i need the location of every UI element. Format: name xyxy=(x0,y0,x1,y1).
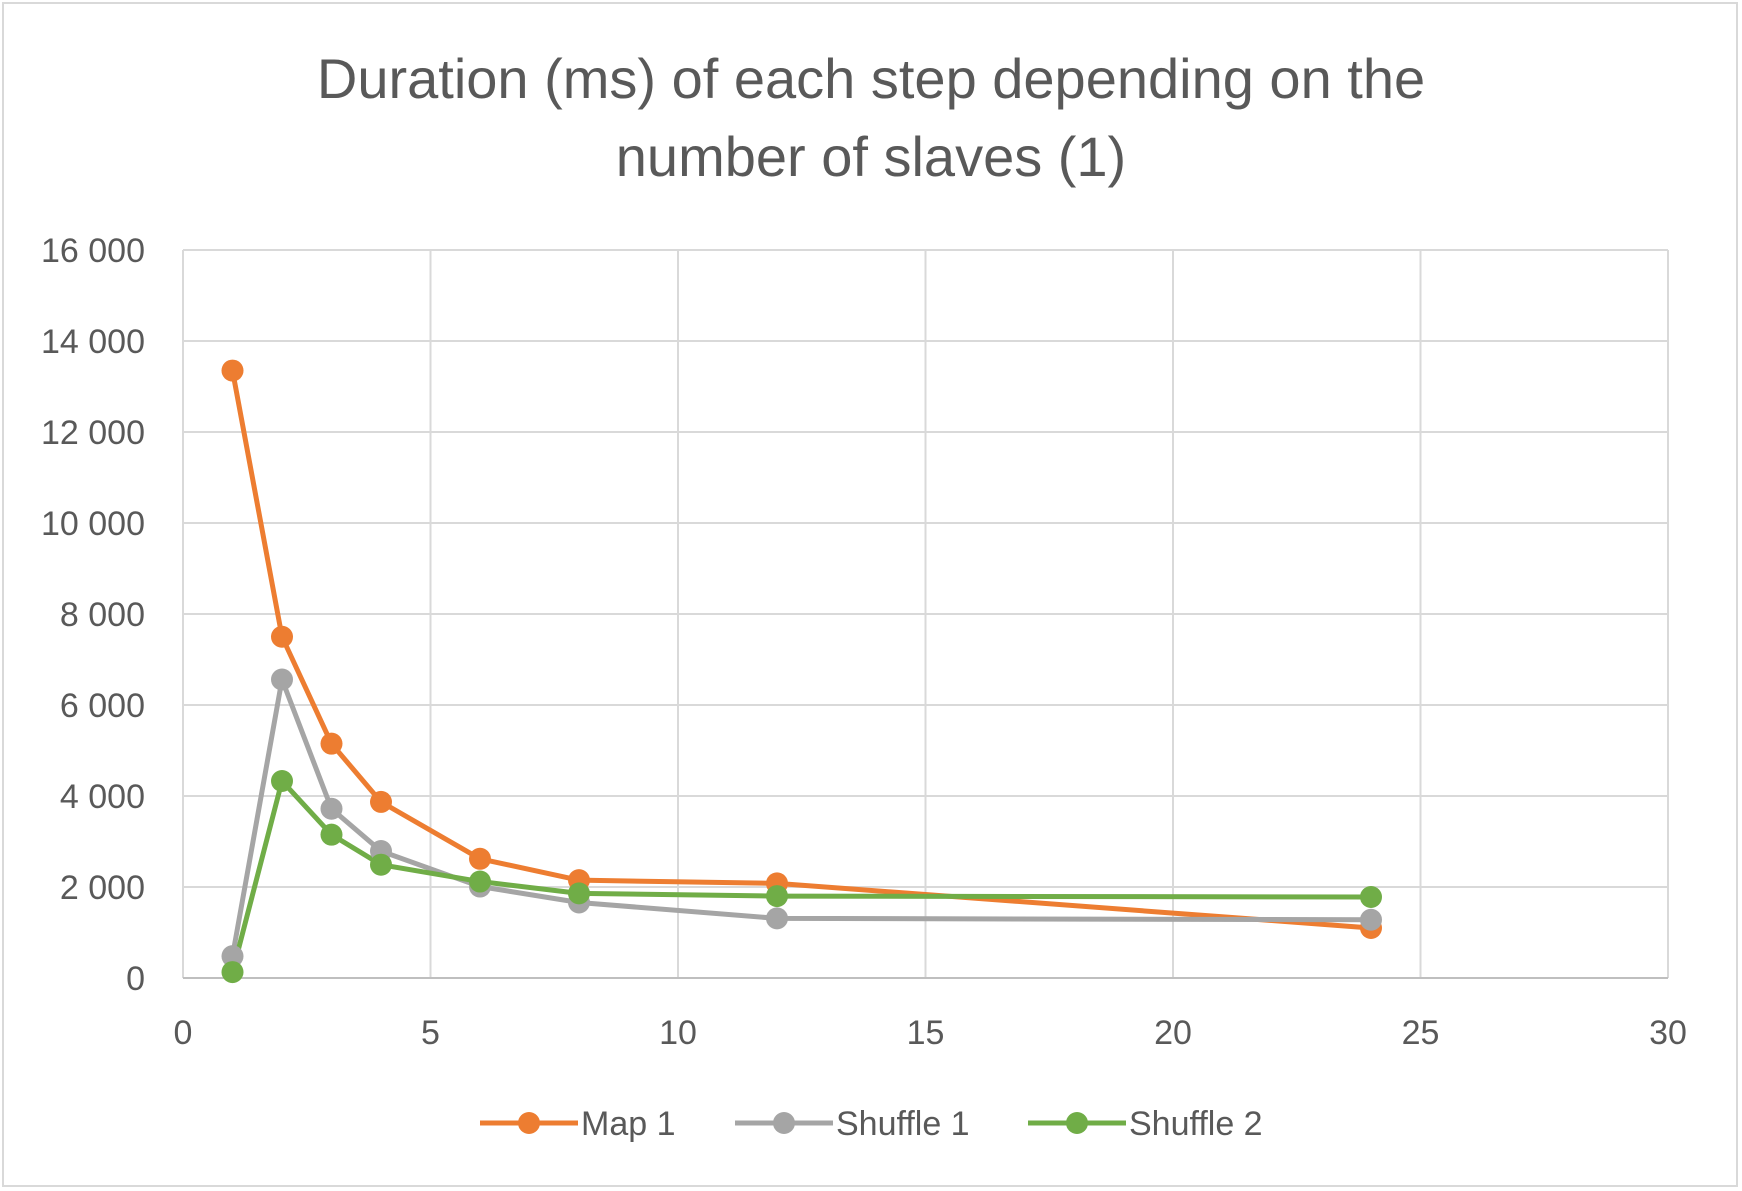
x-tick-label: 30 xyxy=(1649,1014,1687,1052)
y-tick-label: 10 000 xyxy=(41,505,145,543)
y-axis-ticks: 0 2 000 4 000 6 000 8 000 10 000 12 000 14 000 1… xyxy=(41,232,145,998)
x-tick-label: 5 xyxy=(421,1014,440,1052)
data-point-shuffle-2 xyxy=(370,853,392,876)
data-point-map-1 xyxy=(221,359,244,382)
data-point-shuffle-1 xyxy=(320,797,343,820)
data-point-shuffle-2 xyxy=(568,882,590,905)
data-point-shuffle-2 xyxy=(766,885,788,908)
chart-title-line-1: Duration (ms) of each step depending on … xyxy=(317,47,1425,110)
legend-marker-shuffle-1 xyxy=(773,1112,795,1134)
y-tick-label: 16 000 xyxy=(41,232,145,270)
y-tick-label: 14 000 xyxy=(41,323,145,361)
grid xyxy=(182,249,1669,979)
data-point-shuffle-2 xyxy=(221,961,244,984)
series-line-map-1 xyxy=(230,370,1372,931)
x-tick-label: 0 xyxy=(174,1014,193,1052)
data-point-shuffle-2 xyxy=(320,823,343,846)
legend-marker-map-1 xyxy=(518,1112,540,1134)
y-tick-label: 8 000 xyxy=(60,596,145,634)
y-tick-label: 12 000 xyxy=(41,414,145,452)
data-point-shuffle-1 xyxy=(221,945,244,968)
series-group xyxy=(221,359,1382,984)
legend-label-shuffle-2: Shuffle 2 xyxy=(1129,1105,1263,1143)
data-point-map-1 xyxy=(370,790,392,813)
data-point-shuffle-1 xyxy=(271,668,293,691)
x-axis-ticks: 0 5 10 15 20 25 30 xyxy=(174,1014,1687,1052)
data-point-shuffle-2 xyxy=(469,870,491,893)
data-point-shuffle-1 xyxy=(1360,908,1382,931)
y-tick-label: 2 000 xyxy=(60,869,145,907)
x-tick-label: 10 xyxy=(659,1014,697,1052)
y-tick-label: 6 000 xyxy=(60,687,145,725)
series-line-shuffle-1 xyxy=(230,677,1372,957)
x-tick-label: 20 xyxy=(1154,1014,1192,1052)
data-point-map-1 xyxy=(320,732,343,755)
x-tick-label: 15 xyxy=(907,1014,945,1052)
chart-title-line-2: number of slaves (1) xyxy=(616,125,1126,188)
data-point-map-1 xyxy=(469,847,491,870)
y-tick-label: 4 000 xyxy=(60,778,145,816)
legend-label-map-1: Map 1 xyxy=(581,1105,676,1143)
y-tick-label: 0 xyxy=(126,960,145,998)
series-line-shuffle-2 xyxy=(230,778,1372,973)
legend: Map 1 Shuffle 1 Shuffle 2 xyxy=(480,1105,1263,1143)
data-point-shuffle-2 xyxy=(271,769,293,792)
data-point-map-1 xyxy=(271,625,293,648)
data-point-shuffle-1 xyxy=(766,907,788,930)
legend-marker-shuffle-2 xyxy=(1066,1112,1088,1134)
data-point-shuffle-2 xyxy=(1360,886,1382,909)
legend-label-shuffle-1: Shuffle 1 xyxy=(836,1105,970,1143)
x-tick-label: 25 xyxy=(1402,1014,1440,1052)
